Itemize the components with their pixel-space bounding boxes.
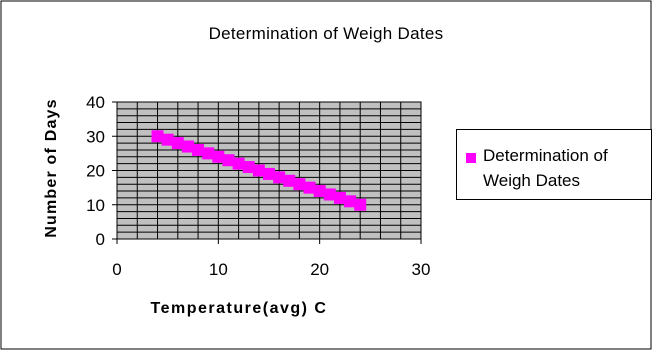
data-point [293, 178, 306, 191]
x-tick-label: 10 [209, 260, 228, 279]
x-tick-label: 30 [412, 260, 431, 279]
data-point [313, 185, 326, 198]
y-tick-label: 20 [86, 162, 105, 181]
data-point [252, 164, 265, 177]
data-point [344, 195, 357, 208]
y-tick-label: 30 [86, 127, 105, 146]
data-point [354, 198, 367, 211]
chart-title: Determination of Weigh Dates [208, 24, 444, 43]
data-point [151, 130, 164, 143]
x-tick-label: 0 [112, 260, 121, 279]
y-axis-label: Number of Days [43, 98, 60, 238]
data-point [192, 143, 205, 156]
data-point [333, 191, 346, 204]
data-point [222, 154, 235, 167]
y-tick-label: 10 [86, 196, 105, 215]
data-point [263, 167, 275, 180]
data-point [232, 157, 245, 170]
data-point [242, 161, 255, 174]
legend: Determination of Weigh Dates [456, 129, 652, 200]
data-point [202, 147, 215, 160]
y-tick-label: 40 [86, 93, 105, 112]
legend-entry-label: Determination of Weigh Dates [483, 146, 608, 190]
x-tick-label: 20 [310, 260, 329, 279]
data-point [323, 188, 336, 201]
y-tick-label: 0 [96, 230, 105, 249]
data-point [171, 137, 184, 150]
data-point [181, 140, 194, 153]
data-point [161, 133, 174, 146]
data-point [273, 171, 286, 184]
legend-marker [466, 153, 476, 163]
data-point [303, 181, 316, 194]
x-axis-label: Temperature(avg) C [150, 300, 328, 317]
data-point [212, 150, 225, 163]
data-point [283, 174, 296, 187]
